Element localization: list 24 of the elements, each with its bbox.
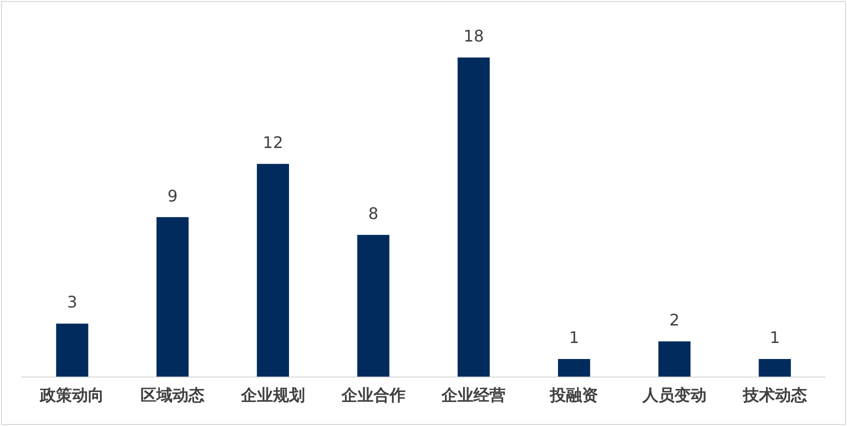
data-label: 8 (368, 204, 378, 224)
bar (758, 359, 791, 377)
bar (658, 341, 690, 377)
data-label: 2 (669, 310, 680, 330)
x-tick-label: 企业经营 (440, 386, 506, 405)
x-tick-label: 企业合作 (340, 386, 406, 405)
x-tick-label: 技术动态 (742, 386, 807, 405)
bar (357, 234, 390, 377)
x-tick-label: 政策动向 (39, 386, 104, 405)
bar (156, 217, 189, 377)
x-tick-label: 人员变动 (641, 386, 706, 405)
data-label: 18 (464, 26, 484, 46)
bar (256, 164, 289, 377)
data-label: 1 (568, 328, 580, 348)
data-label: 12 (262, 133, 284, 152)
data-label: 9 (167, 186, 178, 206)
bar (56, 324, 88, 377)
bar (558, 359, 590, 377)
data-label: 1 (770, 328, 780, 348)
data-label: 3 (67, 292, 78, 312)
bar (458, 57, 490, 377)
x-tick-label: 企业规划 (240, 386, 305, 405)
x-tick-label: 投融资 (549, 386, 598, 405)
x-tick-label: 区域动态 (140, 386, 205, 405)
